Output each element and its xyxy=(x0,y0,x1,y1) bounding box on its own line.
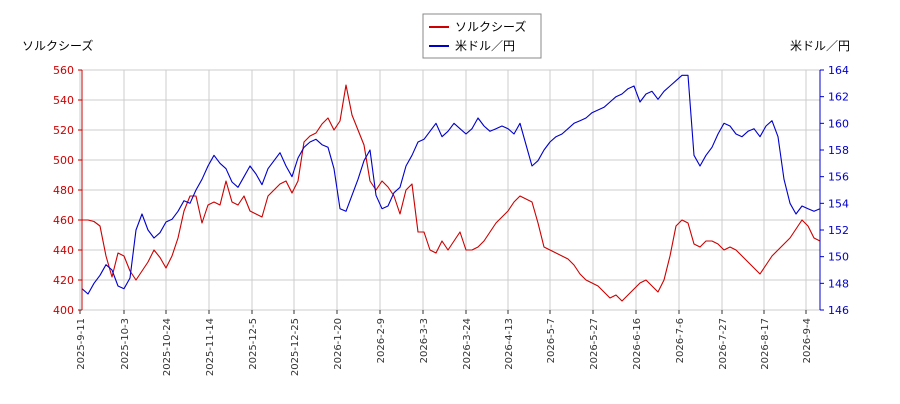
right-tick-label: 160 xyxy=(828,117,849,130)
left-axis-title: ソルクシーズ xyxy=(22,38,93,53)
x-tick-label: 2026-1-20 xyxy=(333,318,344,370)
x-tick-label: 2026-5-27 xyxy=(589,318,600,370)
right-tick-label: 156 xyxy=(828,171,849,184)
right-tick-label: 148 xyxy=(828,277,849,290)
x-tick-label: 2026-6-16 xyxy=(632,318,643,370)
x-tick-label: 2026-7-6 xyxy=(675,318,686,363)
left-tick-label: 520 xyxy=(53,124,74,137)
x-tick-label: 2026-9-4 xyxy=(802,318,813,363)
right-tick-label: 158 xyxy=(828,144,849,157)
right-tick-label: 162 xyxy=(828,91,849,104)
x-tick-label: 2026-5-7 xyxy=(546,318,557,363)
left-tick-label: 560 xyxy=(53,64,74,77)
x-tick-label: 2026-7-27 xyxy=(718,318,729,370)
left-tick-label: 480 xyxy=(53,184,74,197)
x-tick-label: 2025-11-14 xyxy=(205,318,216,376)
x-tick-label: 2025-10-3 xyxy=(120,318,131,370)
x-tick-label: 2026-2-9 xyxy=(376,318,387,363)
right-tick-label: 152 xyxy=(828,224,849,237)
x-tick-label: 2026-4-13 xyxy=(504,318,515,370)
left-tick-label: 460 xyxy=(53,214,74,227)
right-axis-title: 米ドル／円 xyxy=(790,39,850,53)
right-tick-label: 146 xyxy=(828,304,849,317)
right-tick-label: 154 xyxy=(828,197,849,210)
series-line-right xyxy=(81,74,821,295)
x-tick-label: 2025-10-24 xyxy=(162,318,173,376)
legend-label: 米ドル／円 xyxy=(455,39,515,53)
left-tick-label: 440 xyxy=(53,244,74,257)
left-tick-label: 420 xyxy=(53,274,74,287)
x-tick-label: 2026-8-17 xyxy=(760,318,771,370)
legend-box xyxy=(422,13,542,59)
grid-layer xyxy=(79,69,821,311)
right-tick-label: 150 xyxy=(828,251,849,264)
left-tick-label: 540 xyxy=(53,94,74,107)
x-tick-label: 2026-3-3 xyxy=(419,318,430,363)
series-line-left xyxy=(82,84,821,302)
right-tick-label: 164 xyxy=(828,64,849,77)
x-tick-label: 2025-12-25 xyxy=(290,318,301,376)
left-tick-label: 500 xyxy=(53,154,74,167)
x-tick-label: 2025-9-11 xyxy=(76,318,87,370)
x-tick-label: 2026-3-24 xyxy=(462,318,473,370)
x-tick-label: 2025-12-5 xyxy=(248,318,259,370)
legend-label: ソルクシーズ xyxy=(455,19,526,34)
series-layer xyxy=(81,74,821,302)
axis-layer: 400 420 440 460 480 500 520 540 560 2025-9-11 2025… xyxy=(22,38,850,376)
left-tick-label: 400 xyxy=(53,304,74,317)
